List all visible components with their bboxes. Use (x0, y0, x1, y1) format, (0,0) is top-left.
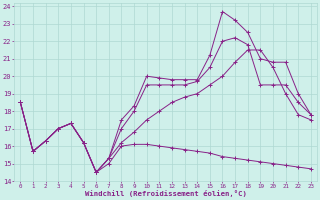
X-axis label: Windchill (Refroidissement éolien,°C): Windchill (Refroidissement éolien,°C) (85, 190, 247, 197)
